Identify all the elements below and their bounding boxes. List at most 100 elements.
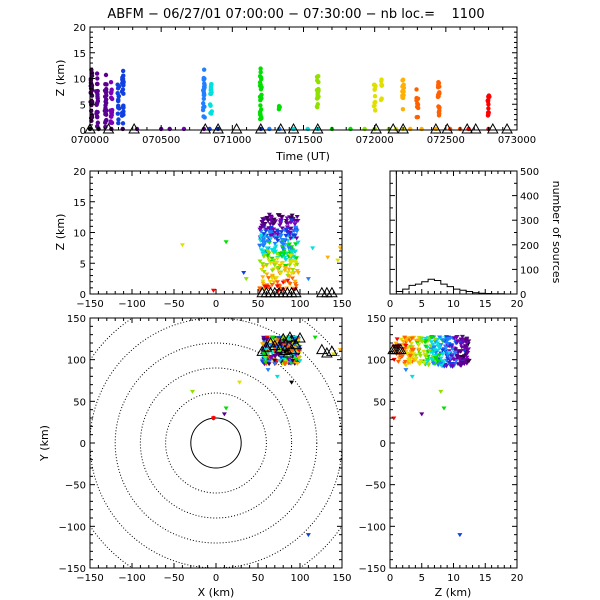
source-point (274, 280, 280, 285)
source-point (439, 363, 445, 368)
source-point (258, 69, 263, 75)
station-triangle (469, 122, 482, 134)
source-point (292, 281, 298, 286)
outlier-point (305, 533, 311, 538)
source-point (262, 347, 268, 352)
source-point (408, 350, 414, 355)
source-point (417, 351, 423, 356)
outlier-point (221, 412, 227, 417)
outlier-point (419, 412, 425, 417)
ground-point (167, 126, 172, 132)
histogram-frame (389, 170, 518, 295)
ground-point (120, 126, 125, 132)
source-point (284, 225, 290, 230)
source-point (290, 258, 296, 263)
source-point (290, 267, 296, 272)
source-point (415, 105, 421, 111)
source-point (277, 358, 283, 363)
source-point (95, 114, 100, 120)
station-triangle (501, 122, 513, 134)
source-point (466, 358, 472, 363)
source-point (296, 355, 302, 360)
source-point (423, 339, 429, 344)
source-point (287, 341, 293, 346)
source-point (116, 120, 121, 126)
source-point (295, 343, 301, 348)
source-point (286, 274, 292, 279)
source-point (284, 216, 290, 221)
source-point (261, 336, 267, 341)
y-tick-label: 50 (373, 397, 386, 408)
source-point (438, 356, 444, 361)
source-point (260, 275, 266, 280)
source-point (448, 343, 454, 348)
source-point (416, 347, 422, 352)
source-point (421, 349, 427, 354)
y-tick-label: −50 (65, 481, 86, 492)
source-point (423, 354, 429, 359)
source-point (277, 263, 283, 268)
station-triangle (273, 342, 286, 354)
source-point (103, 111, 108, 117)
source-point (453, 359, 459, 364)
source-point (271, 227, 277, 232)
y-tick-label: 5 (80, 100, 86, 111)
source-point (95, 94, 100, 99)
source-point (116, 97, 121, 102)
source-point (415, 114, 421, 120)
y-tick-label: 5 (80, 259, 86, 270)
y-tick-label: 150 (367, 314, 386, 325)
source-point (202, 81, 207, 86)
source-point (115, 82, 120, 87)
source-point (265, 255, 271, 260)
x-tick-label: 10 (447, 573, 460, 584)
x-tick-label: −150 (76, 573, 103, 584)
x-tick-label: 073000 (498, 135, 536, 146)
station-triangle (254, 122, 267, 134)
source-point (418, 336, 424, 341)
source-point (282, 279, 288, 284)
source-point (268, 261, 274, 266)
station-triangle (441, 122, 454, 134)
y-tick-label: 15 (73, 198, 86, 209)
source-point (274, 236, 280, 241)
outlier-point (189, 389, 195, 394)
outlier-point (211, 415, 216, 421)
source-point (272, 241, 278, 246)
source-point (432, 337, 438, 342)
source-point (459, 334, 465, 339)
source-point (262, 284, 268, 289)
source-point (413, 339, 419, 344)
source-point (95, 120, 101, 125)
source-point (428, 340, 434, 345)
station-triangle (326, 345, 338, 356)
source-point (265, 253, 271, 258)
source-point (379, 82, 385, 88)
source-point (315, 102, 321, 107)
source-point (286, 267, 292, 272)
station-triangle (289, 286, 302, 298)
histogram-bars (389, 170, 517, 295)
y-tick-label: 0 (80, 439, 86, 450)
source-point (449, 364, 455, 369)
source-point (258, 82, 263, 87)
x-tick-label: 5 (419, 573, 425, 584)
source-point (294, 236, 300, 241)
source-point (281, 242, 287, 247)
station-triangle (321, 286, 333, 298)
source-point (441, 364, 447, 369)
source-point (208, 87, 213, 93)
y-tick-label: 20 (73, 23, 86, 34)
source-point (440, 348, 446, 353)
source-point (371, 82, 377, 88)
source-point (261, 237, 267, 242)
source-point (265, 218, 271, 223)
source-point (283, 219, 289, 224)
x-tick-label: 070500 (142, 135, 180, 146)
y-tick-label: 0 (80, 126, 86, 137)
source-point (264, 262, 270, 267)
y-tick-label: 10 (73, 229, 86, 240)
time-height-panel: 070000 070500 071000 071500 072000 072500 0730… (54, 23, 536, 163)
z-y-x-label: Z (km) (435, 586, 472, 599)
source-point (269, 273, 275, 278)
